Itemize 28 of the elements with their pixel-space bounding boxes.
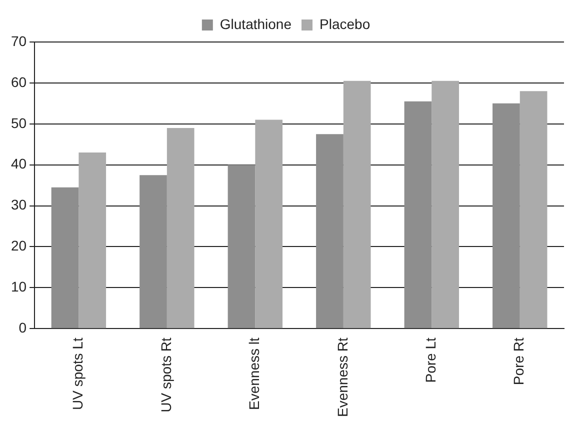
bar [51, 187, 79, 328]
y-tick-label: 70 [10, 32, 27, 49]
bar [492, 103, 520, 328]
bar [78, 152, 106, 328]
bar [316, 134, 344, 328]
legend-label: Placebo [320, 16, 370, 32]
x-tick-label: Evenness Rt [334, 338, 350, 418]
bar [404, 101, 432, 328]
y-tick-label: 60 [10, 74, 27, 90]
y-tick-label: 40 [10, 156, 27, 172]
bar [255, 120, 283, 328]
y-tick-label: 30 [10, 196, 27, 213]
y-tick-label: 10 [10, 278, 27, 295]
bar [520, 91, 548, 328]
x-tick-label: Evenness lt [246, 338, 262, 410]
y-tick-label: 0 [18, 319, 27, 336]
bar [343, 80, 371, 328]
x-tick-label: UV spots Rt [158, 338, 174, 412]
legend-label: Glutathione [220, 16, 292, 32]
y-tick-label: 20 [10, 238, 27, 254]
x-tick-label: UV spots Lt [70, 338, 86, 410]
bar [432, 80, 459, 328]
bar [140, 175, 167, 328]
bar [166, 128, 194, 328]
y-tick-label: 50 [10, 114, 27, 131]
x-tick-label: Pore Lt [422, 338, 438, 383]
bar [228, 164, 256, 328]
x-tick-label: Pore Rt [510, 338, 527, 386]
